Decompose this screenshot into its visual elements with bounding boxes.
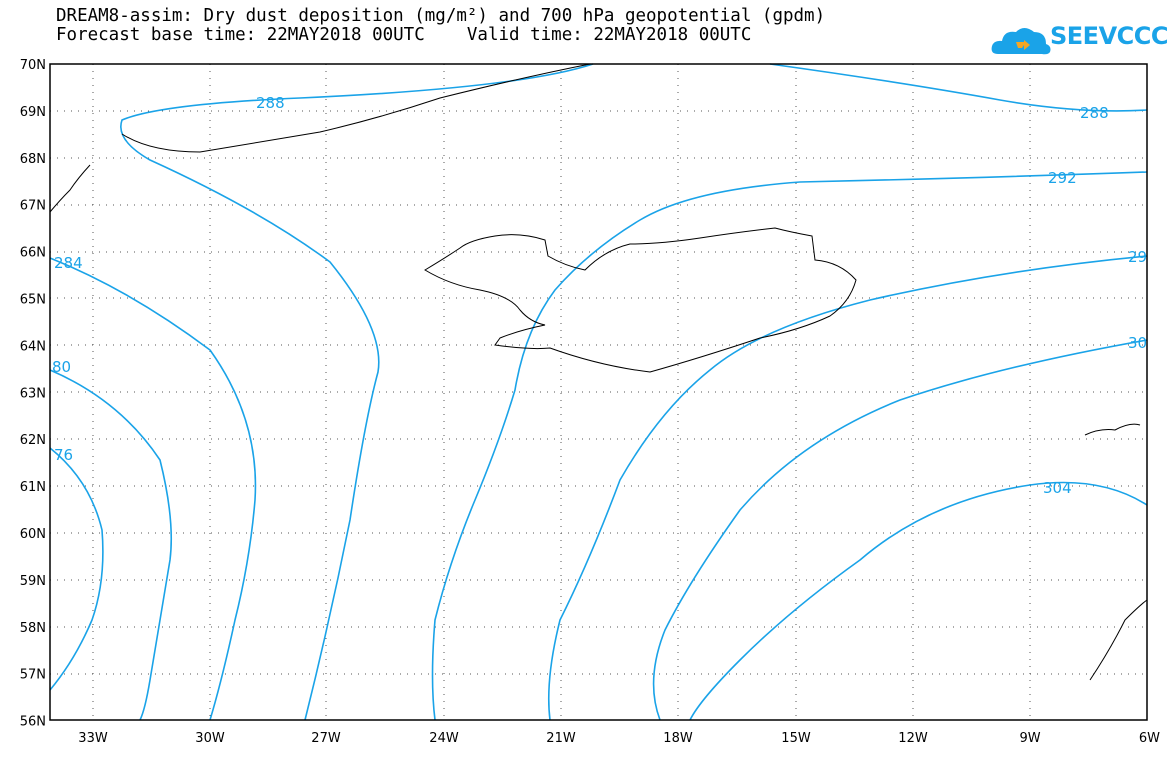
seevccc-cloud-logo-icon [991, 28, 1051, 55]
latitude-label: 66N [20, 246, 46, 261]
contour-label: 80 [52, 358, 71, 376]
latitude-label: 70N [20, 58, 46, 73]
latitude-label: 65N [20, 293, 46, 308]
latitude-label: 68N [20, 152, 46, 167]
longitude-label: 27W [311, 731, 341, 746]
contour-label: 288 [1080, 104, 1109, 122]
contour-label: 30 [1128, 334, 1147, 352]
contour-label: 288 [256, 94, 285, 112]
longitude-label: 15W [781, 731, 811, 746]
contour-label: 29 [1128, 248, 1147, 266]
latitude-label: 64N [20, 339, 46, 354]
geopotential-contours [49, 63, 1148, 721]
contour-labels: 288 288 292 29 30 304 284 80 76 [52, 94, 1147, 497]
latitude-label: 57N [20, 668, 46, 683]
longitude-labels: 33W 30W 27W 24W 21W 18W 15W 12W 9W 6W [78, 731, 1160, 746]
iceland-coast [424, 227, 857, 373]
longitude-label: 6W [1139, 731, 1160, 746]
map-frame [49, 63, 1148, 721]
contour-label: 292 [1048, 169, 1077, 187]
longitude-label: 12W [898, 731, 928, 746]
latitude-label: 56N [20, 715, 46, 730]
longitude-label: 33W [78, 731, 108, 746]
contour-label: 76 [54, 446, 73, 464]
latitude-label: 69N [20, 105, 46, 120]
logo-text: SEEVCCC [1050, 22, 1169, 50]
latitude-label: 62N [20, 433, 46, 448]
graticule [50, 64, 1147, 720]
longitude-label: 9W [1019, 731, 1040, 746]
chart-title-line1: DREAM8-assim: Dry dust deposition (mg/m²… [56, 6, 826, 26]
longitude-label: 18W [663, 731, 693, 746]
longitude-label: 30W [195, 731, 225, 746]
latitude-label: 60N [20, 527, 46, 542]
greenland-coast [121, 63, 591, 153]
latitude-label: 67N [20, 199, 46, 214]
longitude-label: 21W [546, 731, 576, 746]
contour-label: 304 [1043, 479, 1072, 497]
chart-title-line2: Forecast base time: 22MAY2018 00UTC Vali… [56, 25, 752, 45]
coastlines [49, 63, 1148, 681]
longitude-label: 24W [429, 731, 459, 746]
latitude-labels: 70N 69N 68N 67N 66N 65N 64N 63N 62N 61N 60N 59N 58N 5… [20, 58, 46, 730]
latitude-label: 61N [20, 480, 46, 495]
latitude-label: 63N [20, 386, 46, 401]
latitude-label: 59N [20, 574, 46, 589]
contour-label: 284 [54, 254, 83, 272]
latitude-label: 58N [20, 621, 46, 636]
